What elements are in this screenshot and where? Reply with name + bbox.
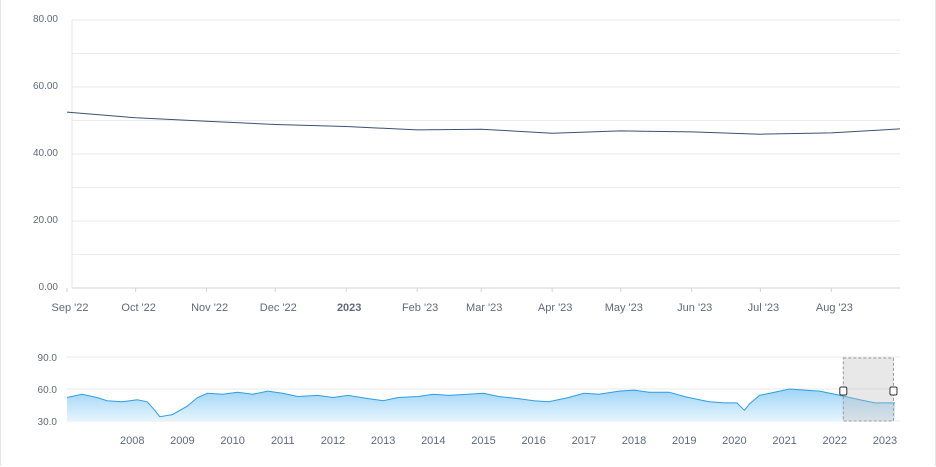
main-x-tick-label: Mar '23 — [466, 302, 502, 314]
navigator-x-tick-label: 2019 — [672, 435, 696, 447]
main-x-tick-label: Dec '22 — [260, 302, 297, 314]
navigator-x-tick-label: 2010 — [220, 435, 244, 447]
navigator-x-tick-label: 2008 — [120, 435, 144, 447]
main-y-tick-label: 40.00 — [33, 148, 58, 159]
navigator-handle-right[interactable] — [889, 386, 898, 396]
navigator-y-axis: 90.0 60.0 30.0 — [38, 353, 58, 428]
navigator-handle-left[interactable] — [839, 386, 848, 396]
main-y-tick-label: 60.00 — [33, 81, 58, 92]
navigator-x-tick-label: 2011 — [271, 435, 295, 447]
navigator-x-tick-label: 2015 — [471, 435, 495, 447]
main-x-tick-label: May '23 — [605, 302, 643, 314]
navigator-x-tick-label: 2020 — [722, 435, 746, 447]
navigator-x-tick-label: 2018 — [622, 435, 646, 447]
main-x-tick-label: Nov '22 — [191, 302, 228, 314]
navigator-x-tick-label: 2021 — [772, 435, 796, 447]
main-y-tick-label: 0.00 — [39, 282, 59, 293]
main-x-tick-label: Sep '22 — [52, 302, 89, 314]
price-line[interactable] — [66, 111, 901, 135]
navigator-line — [66, 388, 895, 418]
navigator-x-tick-label: 2017 — [572, 435, 596, 447]
navigator-y-tick-label: 90.0 — [38, 353, 58, 364]
main-y-axis: 80.00 60.00 40.00 20.00 0.00 — [33, 14, 58, 293]
main-x-tick-label: 2023 — [337, 302, 361, 314]
navigator-x-tick-label: 2012 — [321, 435, 345, 447]
navigator-y-tick-label: 30.0 — [38, 417, 58, 428]
main-x-tick-label: Aug '23 — [816, 302, 853, 314]
main-x-tick-label: Apr '23 — [538, 302, 573, 314]
navigator-area — [67, 389, 895, 421]
navigator-x-tick-label: 2009 — [170, 435, 194, 447]
navigator-x-tick-label: 2023 — [873, 435, 897, 447]
navigator-x-tick-label: 2022 — [823, 435, 847, 447]
navigator-x-tick-label: 2014 — [421, 435, 445, 447]
main-x-tick-label: Jul '23 — [748, 302, 779, 314]
navigator-x-axis: 2008 2009 2010 2011 2012 2013 2014 2015 2016 2017… — [120, 435, 897, 447]
main-y-tick-label: 80.00 — [33, 14, 58, 25]
main-gridlines — [71, 19, 900, 289]
navigator-y-tick-label: 60.0 — [38, 385, 58, 396]
navigator-x-tick-label: 2016 — [521, 435, 545, 447]
main-x-axis: Sep '22 Oct '22 Nov '22 Dec '22 2023 Feb '23 M… — [52, 288, 853, 314]
main-x-tick-label: Feb '23 — [402, 302, 438, 314]
main-x-tick-label: Oct '22 — [121, 302, 156, 314]
navigator-x-tick-label: 2013 — [371, 435, 395, 447]
main-y-tick-label: 20.00 — [33, 215, 58, 226]
main-x-tick-label: Jun '23 — [677, 302, 712, 314]
navigator-selection[interactable] — [842, 357, 894, 422]
